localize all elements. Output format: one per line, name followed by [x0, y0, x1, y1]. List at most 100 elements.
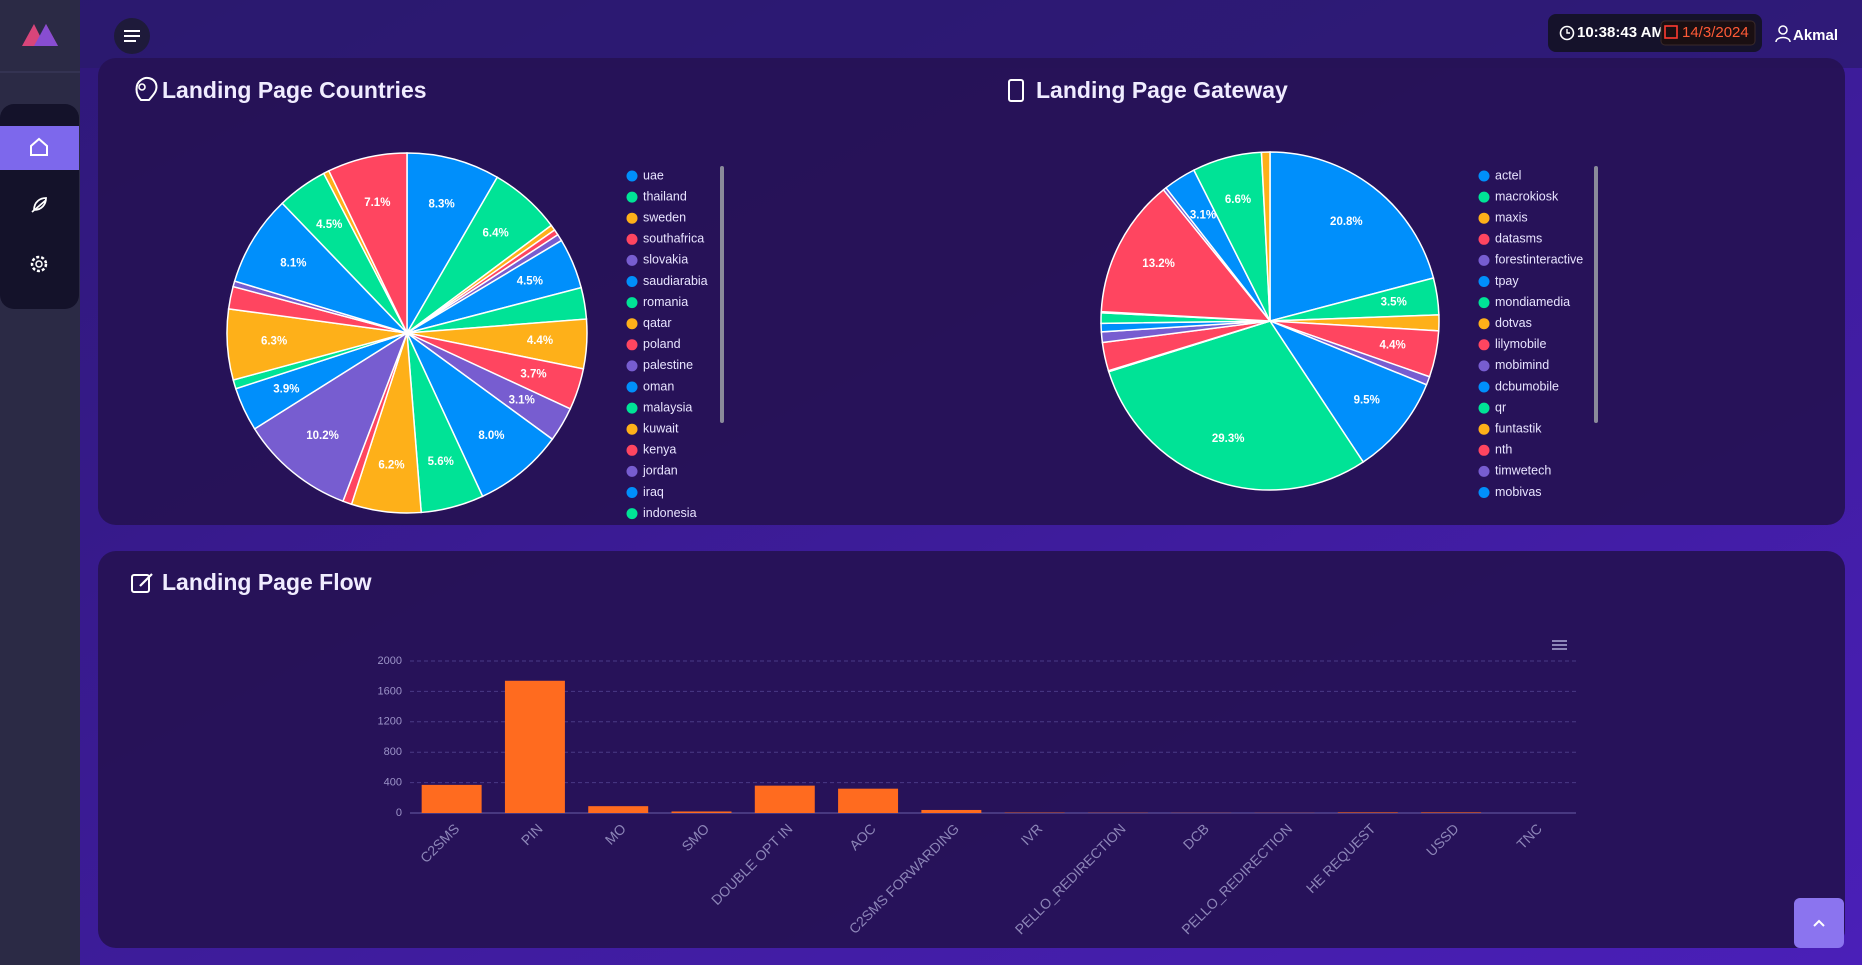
legend-marker: [1478, 402, 1490, 414]
bar: [671, 811, 732, 813]
legend-label: sweden: [643, 210, 686, 224]
y-tick-label: 400: [384, 777, 402, 789]
scroll-top-button[interactable]: [1794, 898, 1844, 948]
legend-label: palestine: [643, 358, 693, 372]
legend-label: poland: [643, 337, 681, 351]
bar: [754, 785, 815, 813]
legend-label: southafrica: [643, 232, 704, 246]
legend-label: saudiarabia: [643, 274, 708, 288]
legend-marker: [1478, 170, 1490, 182]
legend-label: nth: [1495, 443, 1512, 457]
clock-icon: [1559, 25, 1575, 41]
legend-marker: [626, 487, 638, 498]
slice-label: 3.5%: [1381, 297, 1407, 309]
user-name[interactable]: Akmal: [1793, 27, 1838, 44]
legend-marker: [626, 339, 638, 351]
legend-label: kuwait: [643, 421, 679, 435]
legend-label: malaysia: [643, 400, 692, 414]
pie-slice: [1260, 151, 1271, 322]
legend-marker: [626, 465, 638, 477]
logo-part: [34, 24, 58, 46]
legend-marker: [626, 360, 638, 372]
edit-pen: [139, 573, 153, 587]
legend-marker: [1478, 212, 1490, 224]
slice-label: 6.2%: [378, 459, 404, 471]
time: 10:38:43 AM: [1577, 24, 1664, 41]
legend-marker: [626, 402, 638, 414]
y-tick-label: 800: [384, 746, 402, 758]
slice-label: 4.5%: [517, 276, 543, 288]
legend-label: iraq: [643, 485, 664, 499]
settings-icon-core: [35, 260, 43, 268]
legend-label: indonesia: [643, 506, 697, 520]
y-tick-label: 1200: [378, 716, 402, 728]
feather-icon[interactable]: [31, 197, 47, 213]
menu-home[interactable]: [0, 126, 79, 170]
date-badge: [1660, 20, 1756, 46]
slice-label: 29.3%: [1212, 433, 1245, 445]
legend-label: macrokiosk: [1495, 189, 1559, 203]
settings-icon[interactable]: [30, 255, 48, 273]
slice-label: 8.1%: [280, 258, 306, 270]
slice-label: 7.1%: [364, 197, 390, 209]
legend-label: uae: [643, 168, 664, 182]
phone-icon: [1008, 79, 1024, 102]
date: 14/3/2024: [1682, 24, 1749, 41]
card-title: Landing Page Flow: [162, 569, 372, 595]
legend-marker: [1478, 191, 1490, 203]
card-title: Landing Page Countries: [162, 77, 427, 103]
legend-marker: [626, 318, 638, 330]
legend-label: romania: [643, 295, 688, 309]
pie-slice: [406, 152, 499, 336]
y-tick-label: 2000: [378, 655, 402, 667]
legend-label: qr: [1495, 400, 1506, 414]
card: [98, 551, 1845, 948]
pie-slice: [233, 202, 410, 335]
legend-label: maxis: [1495, 210, 1528, 224]
pie-slice: [1268, 319, 1428, 464]
user-icon-body: [1775, 36, 1791, 43]
chart-menu[interactable]: [1552, 640, 1567, 650]
legend-label: tpay: [1495, 274, 1519, 288]
legend-marker: [626, 423, 638, 435]
legend-marker: [1478, 339, 1490, 351]
legend-marker: [626, 191, 638, 203]
bar: [421, 784, 482, 813]
slice-label: 8.3%: [428, 198, 454, 210]
slice-label: 4.4%: [527, 335, 553, 347]
legend-marker: [1478, 297, 1490, 309]
legend-label: dotvas: [1495, 316, 1532, 330]
bar: [588, 806, 649, 813]
legend-label: mobivas: [1495, 485, 1542, 499]
legend-label: lilymobile: [1495, 337, 1546, 351]
legend-label: dcbumobile: [1495, 379, 1559, 393]
location-icon: [135, 76, 158, 101]
bar: [1337, 812, 1398, 813]
legend-label: slovakia: [643, 253, 688, 267]
slice-label: 3.9%: [273, 384, 299, 396]
pie-slice: [253, 331, 409, 503]
calendar-icon: [1664, 25, 1678, 39]
legend-marker: [1478, 318, 1490, 330]
legend-label: datasms: [1495, 232, 1542, 246]
slice-label: 6.6%: [1225, 194, 1251, 206]
edit-icon: [131, 574, 150, 593]
legend-marker: [626, 381, 638, 393]
legend-scrollbar[interactable]: [1594, 166, 1598, 423]
slice-label: 20.8%: [1330, 216, 1363, 228]
legend-marker: [1478, 254, 1490, 266]
legend-marker: [1478, 381, 1490, 393]
y-tick-label: 0: [396, 807, 402, 819]
slice-label: 3.1%: [509, 395, 535, 407]
legend-marker: [626, 508, 638, 520]
card-title: Landing Page Gateway: [1036, 77, 1288, 103]
legend-marker: [1478, 423, 1490, 435]
user-icon: [1778, 25, 1788, 35]
legend-marker: [626, 254, 638, 266]
pie-slice: [1107, 320, 1365, 491]
pie-slice: [1100, 188, 1272, 322]
slice-label: 4.4%: [1380, 340, 1406, 352]
legend-scrollbar[interactable]: [720, 166, 724, 423]
legend-label: oman: [643, 379, 674, 393]
